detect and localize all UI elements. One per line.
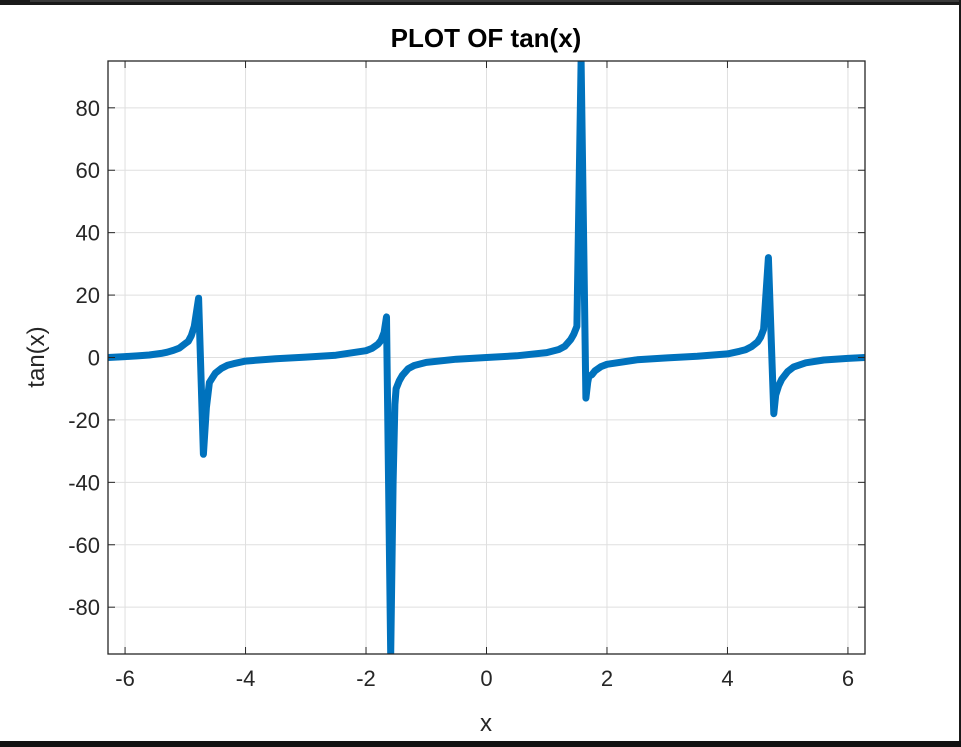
y-tick-label: 40 <box>76 221 100 246</box>
window-bottom-border <box>0 741 961 747</box>
x-tick-label: 2 <box>601 666 613 691</box>
x-axis-label: x <box>480 710 492 737</box>
y-tick-label: -20 <box>68 408 100 433</box>
y-tick-label: -40 <box>68 470 100 495</box>
x-tick-label: 6 <box>842 666 854 691</box>
y-tick-label: 0 <box>88 346 100 371</box>
y-tick-label: 60 <box>76 158 100 183</box>
grid <box>108 61 865 654</box>
window-top-border <box>0 0 961 5</box>
y-tick-label: 20 <box>76 283 100 308</box>
x-tick-label: -4 <box>236 666 256 691</box>
y-tick-label: 80 <box>76 96 100 121</box>
y-axis-label: tan(x) <box>23 326 50 387</box>
x-tick-label: 0 <box>480 666 492 691</box>
series-layer <box>108 61 865 654</box>
x-tick-label: -6 <box>115 666 135 691</box>
window-top-border-highlight <box>30 0 961 2</box>
x-tick-label: -2 <box>356 666 376 691</box>
series-line <box>108 61 865 654</box>
window-right-border <box>959 0 961 747</box>
x-tick-label: 4 <box>721 666 733 691</box>
y-tick-label: -80 <box>68 595 100 620</box>
y-tick-label: -60 <box>68 533 100 558</box>
chart-title: PLOT OF tan(x) <box>391 23 582 53</box>
